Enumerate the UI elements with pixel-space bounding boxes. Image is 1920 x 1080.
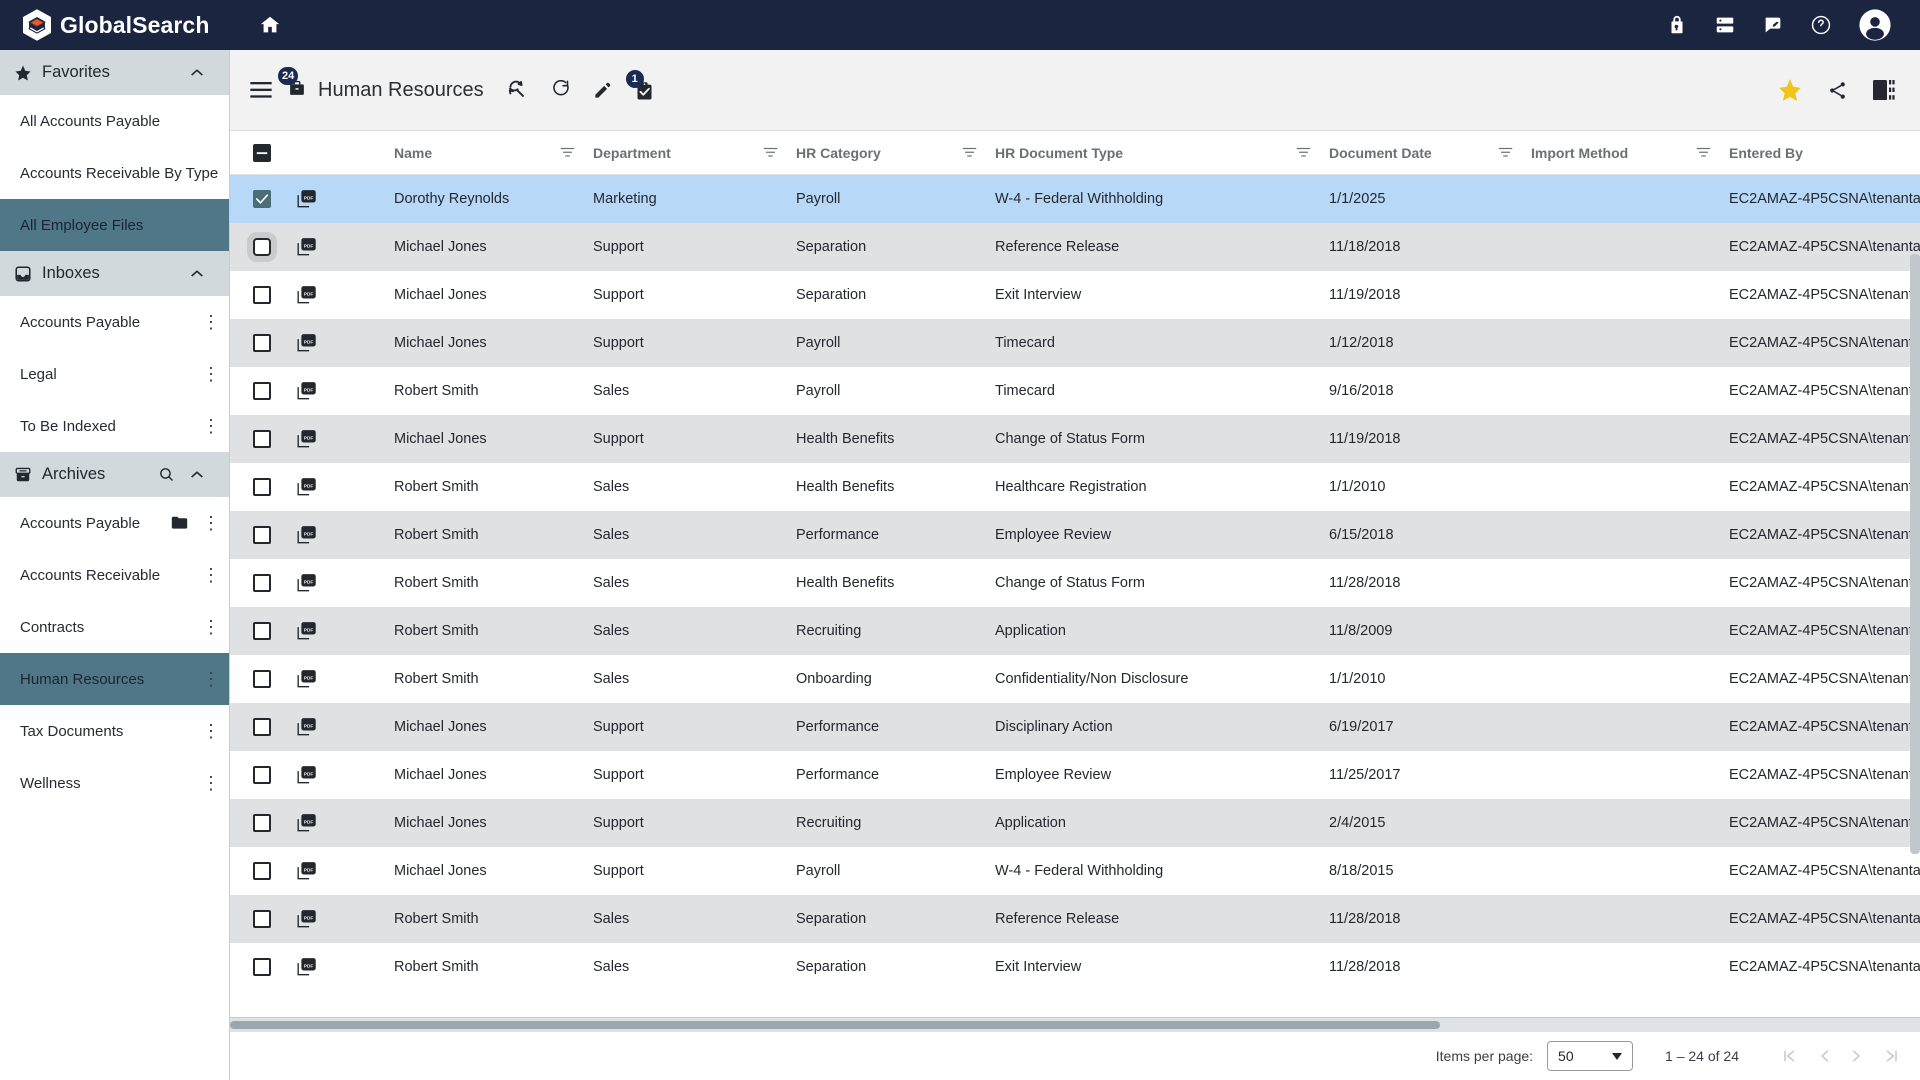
svg-text:PDF: PDF: [304, 771, 314, 777]
svg-text:PDF: PDF: [304, 531, 314, 537]
svg-text:PDF: PDF: [304, 291, 314, 297]
svg-text:PDF: PDF: [304, 627, 314, 633]
svg-text:PDF: PDF: [304, 243, 314, 249]
svg-text:PDF: PDF: [304, 963, 314, 969]
svg-text:PDF: PDF: [304, 819, 314, 825]
svg-text:PDF: PDF: [304, 435, 314, 441]
svg-text:PDF: PDF: [304, 867, 314, 873]
svg-text:PDF: PDF: [304, 579, 314, 585]
svg-text:PDF: PDF: [304, 675, 314, 681]
svg-text:PDF: PDF: [304, 339, 314, 345]
svg-text:PDF: PDF: [304, 723, 314, 729]
svg-text:PDF: PDF: [304, 195, 314, 201]
svg-text:PDF: PDF: [304, 483, 314, 489]
svg-text:PDF: PDF: [304, 915, 314, 921]
svg-text:PDF: PDF: [304, 387, 314, 393]
